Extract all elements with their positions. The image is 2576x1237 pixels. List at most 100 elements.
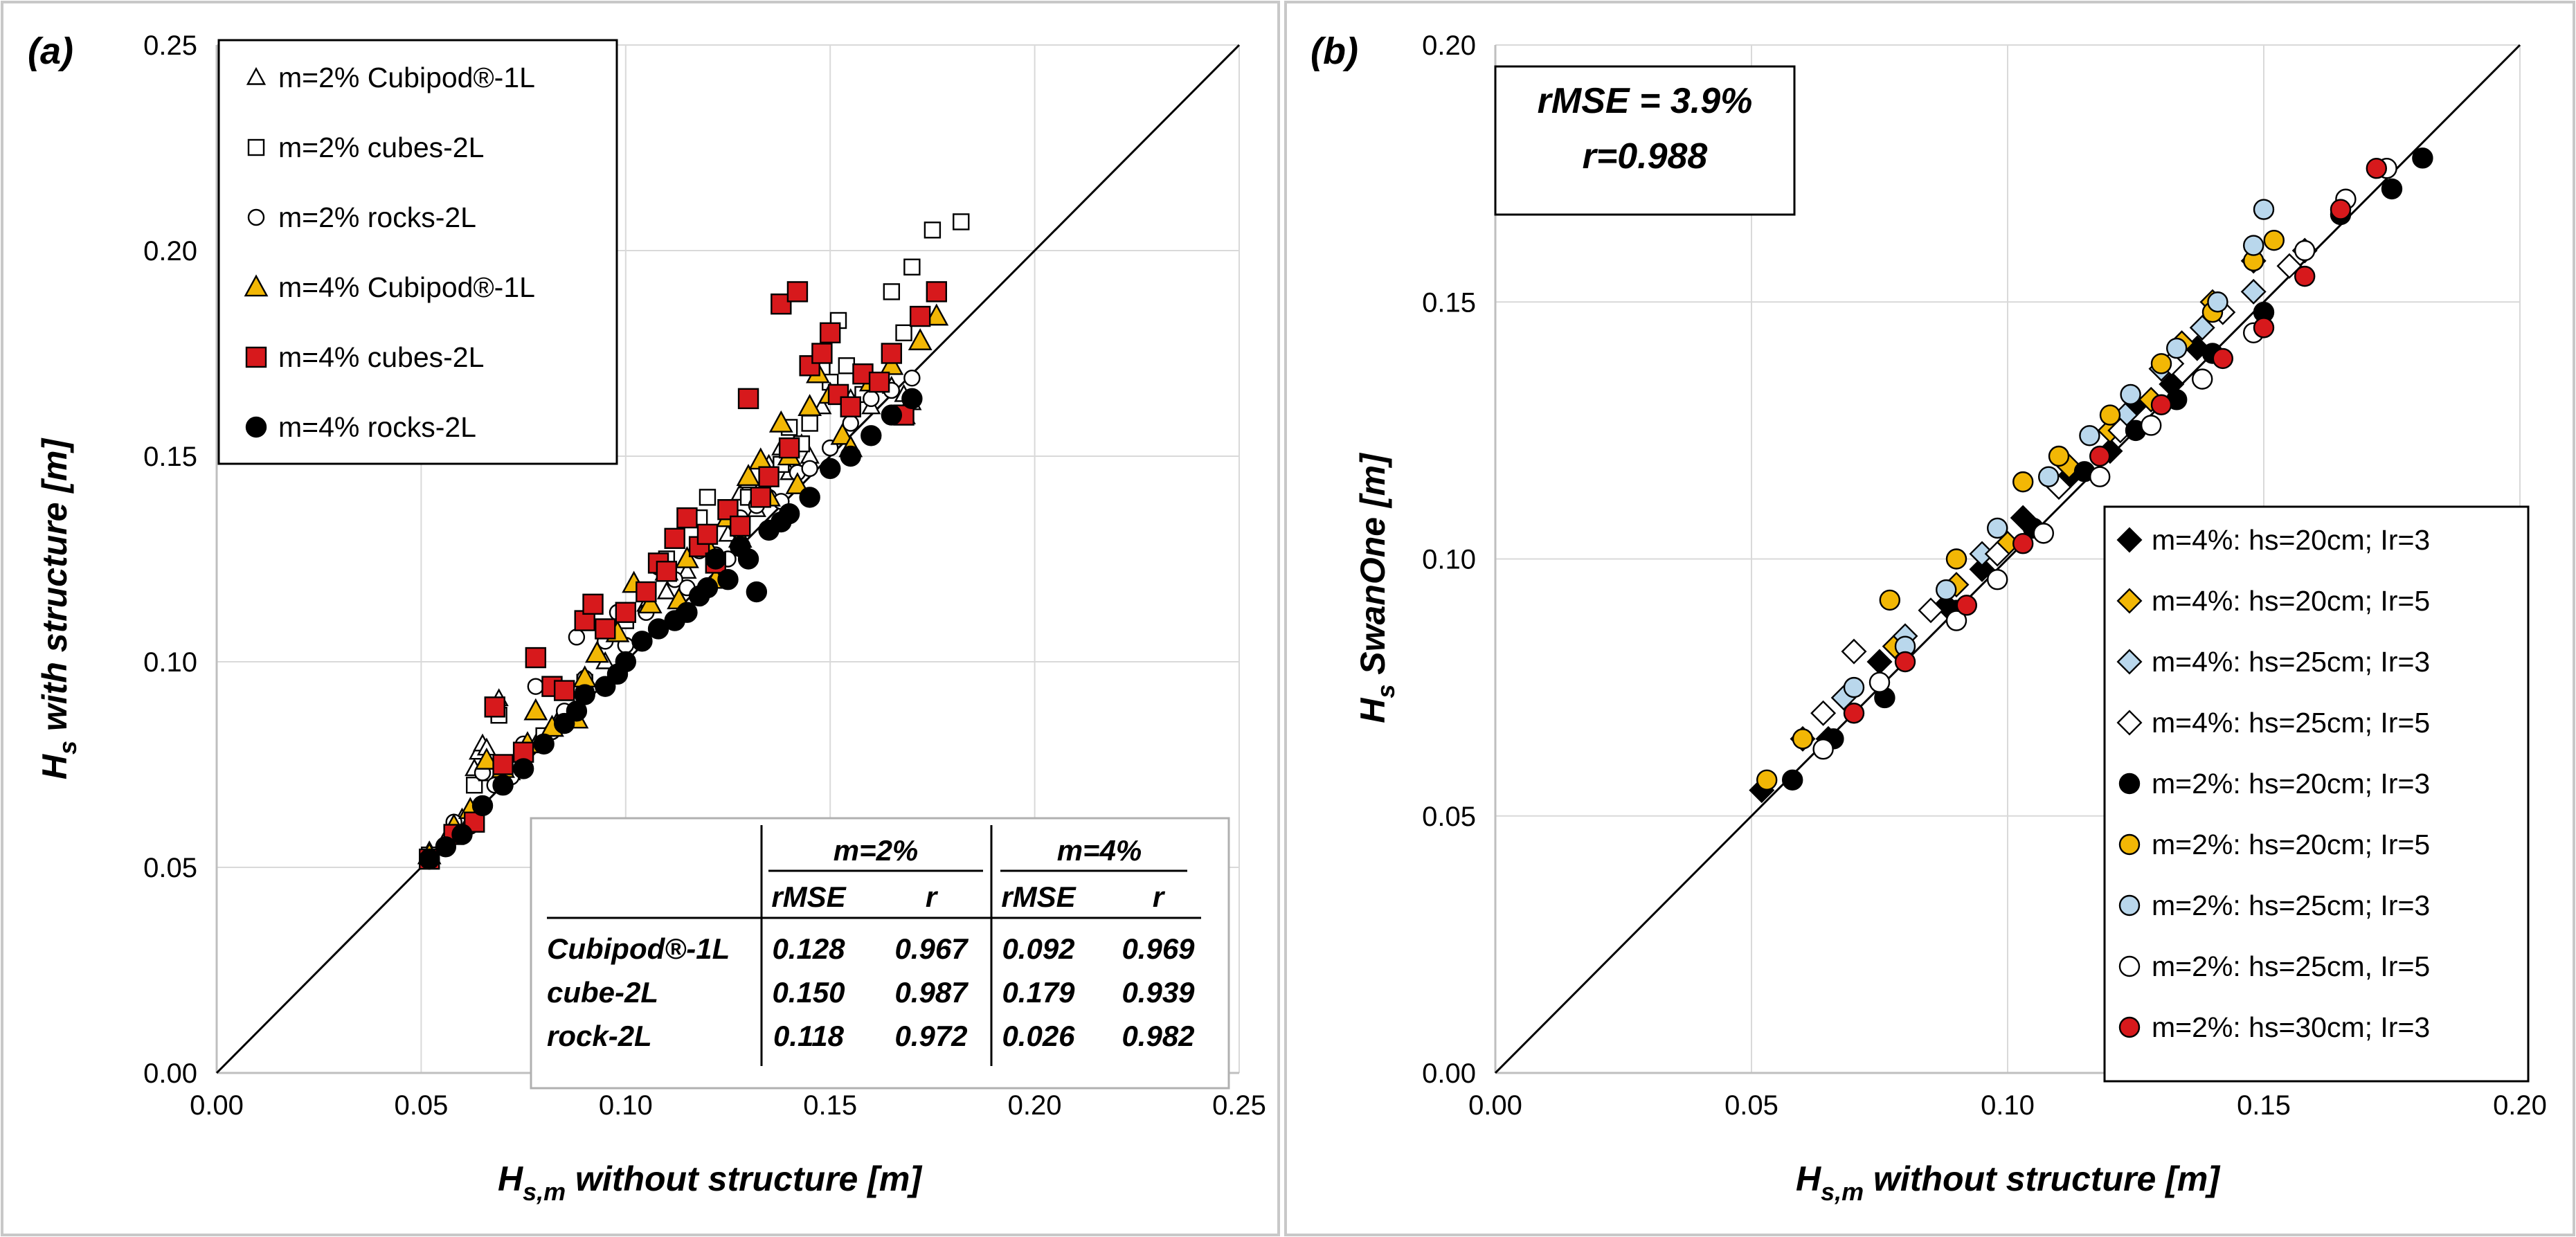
data-point	[801, 460, 818, 478]
table-cell: 0.179	[1002, 976, 1075, 1009]
x-axis-title-b-main: H	[1796, 1159, 1821, 1198]
data-point	[615, 602, 636, 623]
data-point	[1781, 769, 1803, 791]
data-point	[525, 647, 547, 669]
data-point	[582, 593, 604, 615]
legend-b-box	[2103, 505, 2530, 1083]
x-axis-title-a-rest: without structure [m]	[566, 1159, 923, 1198]
data-point	[1945, 610, 1967, 631]
table-col-rmse-m2: rMSE	[771, 881, 847, 913]
data-point	[2240, 278, 2267, 305]
table-col-r-m4: r	[1153, 881, 1166, 913]
data-point	[2165, 337, 2188, 359]
data-point	[838, 357, 856, 374]
legend-label: m=2% rocks-2L	[278, 201, 476, 233]
data-point	[1894, 651, 1916, 673]
data-point	[696, 523, 719, 545]
x-axis-title-b-rest: without structure [m]	[1864, 1159, 2221, 1198]
data-point	[785, 471, 810, 494]
data-point	[615, 651, 636, 673]
data-point	[758, 466, 780, 487]
data-point	[717, 569, 739, 590]
data-point	[595, 618, 616, 640]
y-axis-title-a-main: H	[35, 754, 74, 779]
data-point	[595, 676, 616, 697]
stats-rmse: rMSE = 3.9%	[1538, 81, 1753, 121]
data-point	[492, 754, 514, 775]
table-cell: 0.118	[773, 1020, 845, 1052]
data-point	[1810, 700, 1837, 726]
data-point	[699, 489, 717, 506]
x-tick-label: 0.05	[394, 1090, 448, 1121]
data-point	[778, 437, 800, 459]
x-tick-label: 0.05	[1724, 1090, 1778, 1121]
data-point	[1969, 556, 1995, 582]
data-point	[737, 548, 759, 570]
data-point	[566, 701, 588, 722]
x-tick-label: 0.20	[1008, 1090, 1062, 1121]
legend-label: m=2%: hs=20cm; Ir=5	[2152, 829, 2430, 860]
data-point	[1868, 671, 1891, 693]
legend-b-items: m=4%: hs=20cm; Ir=3 m=4%: hs=20cm; Ir=5 m=…	[2116, 524, 2430, 1043]
data-point	[1812, 739, 1834, 760]
data-point	[953, 213, 970, 231]
data-point	[474, 747, 499, 770]
x-tick-label: 0.10	[1981, 1090, 2035, 1121]
data-point	[1841, 638, 1867, 665]
data-point	[2381, 178, 2403, 200]
data-point	[492, 774, 514, 796]
legend-label: m=4%: hs=25cm; Ir=3	[2152, 646, 2430, 678]
data-point	[574, 684, 595, 705]
data-point	[840, 445, 861, 467]
table-col-rmse-m4: rMSE	[1001, 881, 1077, 913]
data-point	[585, 640, 609, 663]
data-point	[1956, 595, 1978, 616]
legend-marker	[246, 66, 267, 85]
data-point	[484, 696, 505, 718]
data-point	[419, 848, 440, 870]
data-point	[677, 561, 697, 579]
data-point	[881, 343, 903, 364]
data-point	[2048, 445, 2070, 467]
y-tick-label: 0.05	[1422, 802, 1476, 832]
legend-marker	[2118, 773, 2141, 795]
data-point	[908, 328, 933, 350]
data-point	[786, 281, 809, 303]
table-cell: 0.150	[772, 976, 845, 1009]
data-point	[868, 371, 890, 393]
data-point	[2207, 291, 2228, 313]
legend-marker	[245, 346, 267, 368]
data-point	[737, 388, 759, 410]
data-point	[2253, 317, 2275, 338]
legend-label: m=2%: hs=20cm; Ir=3	[2152, 768, 2430, 800]
data-point	[903, 369, 921, 387]
legend-marker	[2116, 710, 2143, 736]
x-ticks-a: 0.00 0.05 0.10 0.15 0.20 0.25	[190, 1090, 1266, 1121]
x-axis-title-a-sub: s,m	[523, 1177, 566, 1206]
data-point	[1984, 541, 2010, 567]
x-tick-label: 0.15	[803, 1090, 857, 1121]
legend-marker	[2116, 527, 2143, 553]
data-point	[2150, 394, 2172, 415]
stats-box-frame	[1494, 65, 1796, 216]
data-point	[2037, 466, 2060, 487]
data-point	[2120, 383, 2141, 406]
legend-label: m=4%: hs=25cm; Ir=5	[2152, 707, 2430, 739]
y-ticks-a: 0.00 0.05 0.10 0.15 0.20 0.25	[143, 30, 197, 1089]
data-point	[2079, 425, 2100, 446]
data-point	[1843, 676, 1865, 698]
data-point	[801, 415, 818, 432]
legend-marker	[247, 208, 265, 226]
legend-label: m=2% cubes-2L	[278, 132, 484, 163]
x-tick-label: 0.20	[2493, 1090, 2547, 1121]
legend-marker	[247, 138, 265, 156]
data-point	[512, 758, 534, 779]
data-point	[903, 258, 921, 276]
data-point	[705, 548, 726, 570]
stats-box: rMSE = 3.9% r=0.988	[1494, 65, 1796, 216]
data-point	[2012, 533, 2034, 554]
data-point	[638, 591, 663, 614]
data-point	[901, 388, 923, 410]
y-tick-label: 0.05	[143, 853, 197, 883]
data-point	[656, 561, 678, 582]
